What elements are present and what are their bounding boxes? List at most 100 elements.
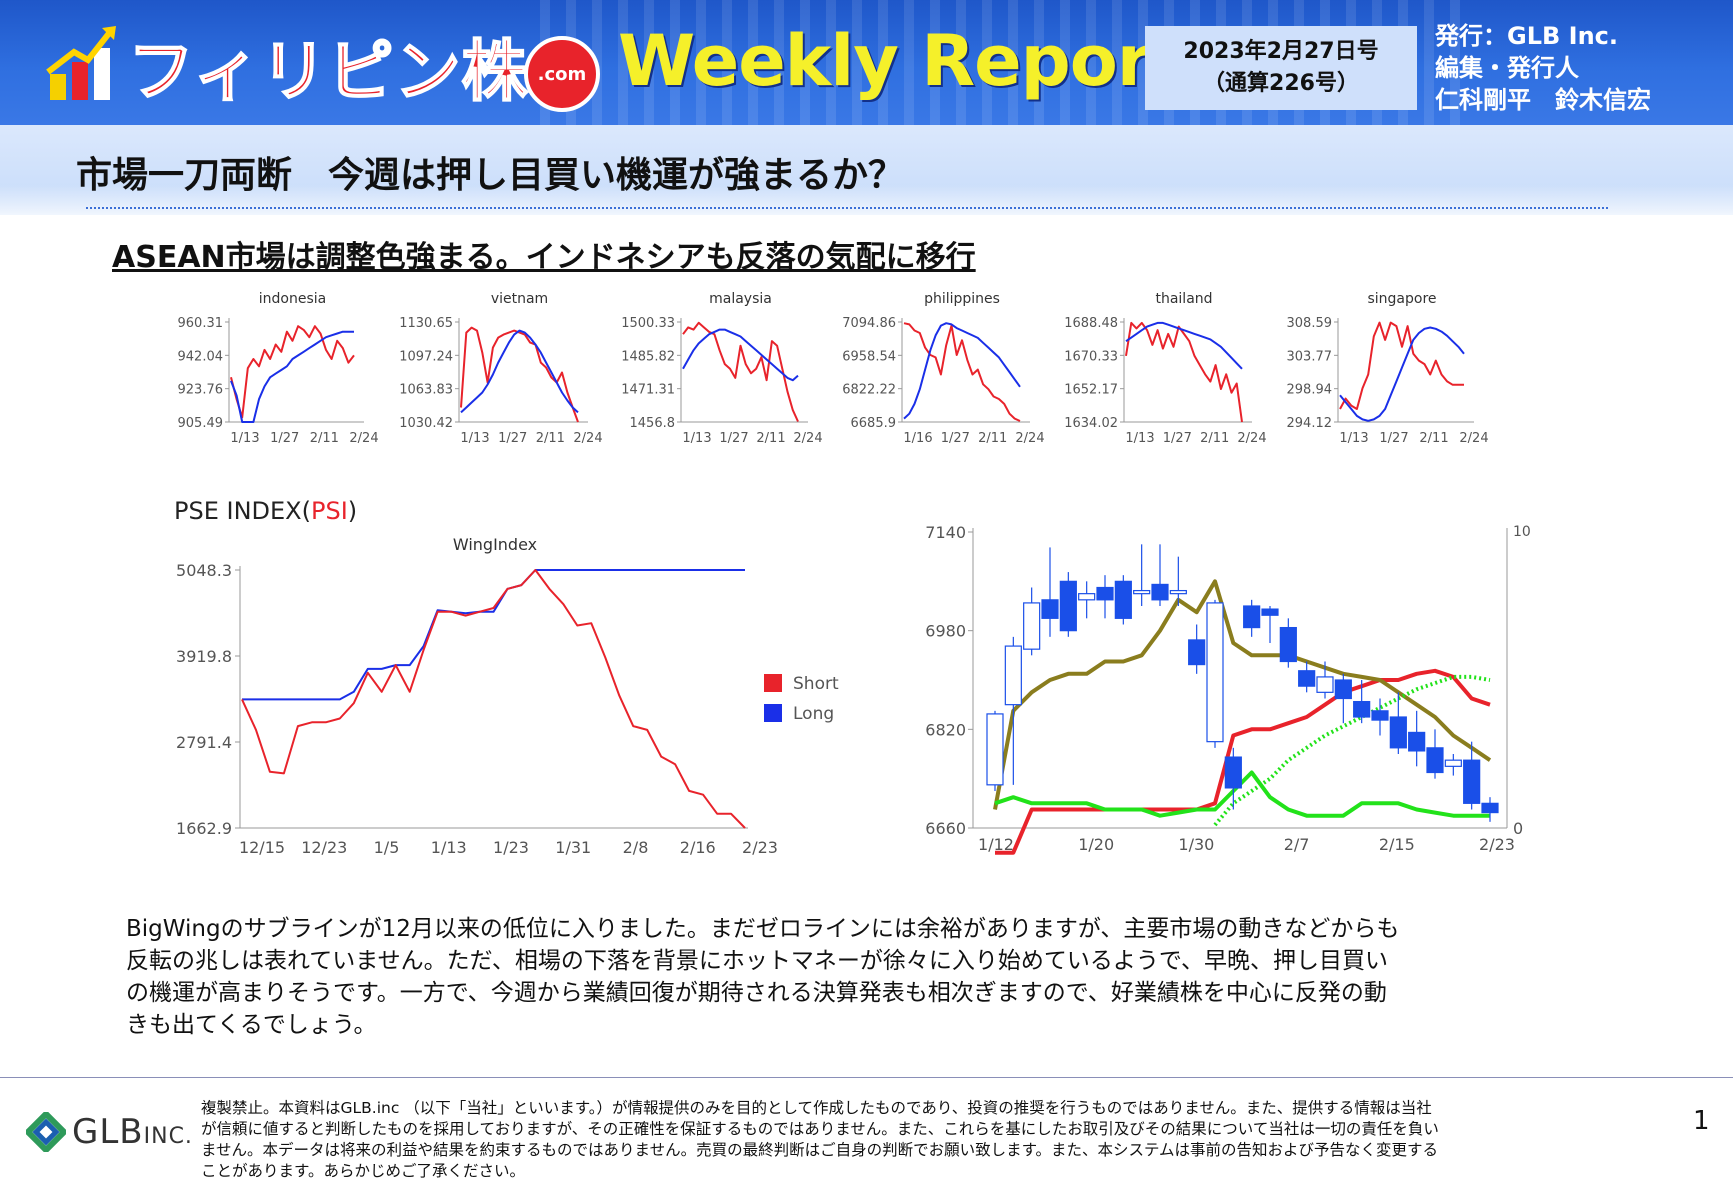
- mini-x-tick-label: 2/24: [1237, 431, 1266, 446]
- mini-series-line: [682, 328, 799, 382]
- mini-y-tick-label: 1670.33: [1064, 349, 1118, 364]
- mini-x-tick-label: 2/24: [1015, 431, 1044, 446]
- candle-x-tick-label: 1/20: [1078, 835, 1114, 854]
- candle-down: [1114, 580, 1132, 619]
- mini-y-tick-label: 1456.8: [630, 416, 676, 431]
- mini-y-tick-label: 6822.22: [842, 383, 896, 398]
- publisher-line: 発行：GLB Inc.: [1435, 22, 1618, 50]
- mini-x-tick-label: 2/24: [573, 431, 602, 446]
- mini-y-tick-label: 1130.65: [399, 316, 453, 331]
- pse-legend-swatch: [764, 704, 782, 722]
- mini-x-tick-label: 1/16: [903, 431, 932, 446]
- mini-y-tick-label: 1030.42: [399, 416, 453, 431]
- editor-names: 仁科剛平 鈴木信宏: [1435, 86, 1651, 114]
- pse-x-tick-label: 1/13: [431, 838, 467, 857]
- candle-up: [1023, 602, 1041, 650]
- pse-short-line: [241, 569, 746, 829]
- mini-y-tick-label: 1063.83: [399, 383, 453, 398]
- candle-up: [1004, 645, 1022, 706]
- mini-chart-title: indonesia: [259, 291, 326, 307]
- candle-x-tick-label: 2/23: [1479, 835, 1515, 854]
- mini-x-tick-label: 1/27: [719, 431, 748, 446]
- pse-x-tick-label: 12/23: [301, 838, 347, 857]
- brand-title: フィリピン株: [127, 32, 529, 111]
- candle-down: [1463, 759, 1481, 804]
- pse-title-part: PSE INDEX(: [174, 497, 311, 525]
- pse-title-part: PSI: [311, 497, 348, 525]
- mini-x-tick-label: 1/13: [1125, 431, 1154, 446]
- pse-y-tick-label: 1662.9: [176, 819, 232, 838]
- mini-y-tick-label: 6685.9: [851, 416, 897, 431]
- candle-x-tick-label: 2/15: [1379, 835, 1415, 854]
- candle-up: [1078, 593, 1096, 601]
- editor-line: 編集・発行人: [1435, 54, 1579, 82]
- mini-y-tick-label: 960.31: [178, 316, 224, 331]
- page-number: 1: [1693, 1106, 1710, 1136]
- mini-y-tick-label: 1485.82: [621, 349, 675, 364]
- mini-x-tick-label: 1/27: [1379, 431, 1408, 446]
- mini-x-tick-label: 1/27: [941, 431, 970, 446]
- pse-chart-title: PSE INDEX(PSI): [174, 497, 357, 525]
- candle-down: [1096, 586, 1114, 601]
- mini-y-tick-label: 294.12: [1287, 416, 1333, 431]
- mini-y-tick-label: 7094.86: [842, 316, 896, 331]
- section-subheadline: ASEAN市場は調整色強まる。インドネシアも反落の気配に移行: [112, 240, 976, 275]
- mini-series-line: [230, 325, 355, 419]
- header-banner: フィリピン株 .com Weekly Report 2023年2月27日号 （通…: [0, 0, 1733, 125]
- dotted-divider: [86, 207, 1608, 209]
- commentary-line: きも出てくるでしょう。: [126, 1012, 377, 1038]
- mini-y-tick-label: 1688.48: [1064, 316, 1118, 331]
- mini-y-tick-label: 1652.17: [1064, 383, 1118, 398]
- mini-y-tick-label: 308.59: [1287, 316, 1333, 331]
- mini-x-tick-label: 2/11: [1419, 431, 1448, 446]
- commentary-line: BigWingのサブラインが12月以来の低位に入りました。まだゼロラインには余裕…: [126, 916, 1400, 942]
- mini-x-tick-label: 1/13: [230, 431, 259, 446]
- disclaimer: 複製禁止。本資料はGLB.inc （以下「当社」といいます。）が情報提供のみを目…: [201, 1098, 1631, 1182]
- candle-down: [1188, 639, 1206, 666]
- mini-x-tick-label: 1/27: [498, 431, 527, 446]
- candle-up: [1444, 759, 1462, 767]
- pse-x-tick-label: 1/31: [555, 838, 591, 857]
- mini-y-tick-label: 6958.54: [842, 349, 896, 364]
- mini-x-tick-label: 2/11: [756, 431, 785, 446]
- mini-series-line: [1125, 321, 1243, 370]
- mini-y-tick-label: 1097.24: [399, 349, 453, 364]
- candle-right-tick-label: 0: [1513, 819, 1523, 838]
- disclaimer-line: 複製禁止。本資料はGLB.inc （以下「当社」といいます。）が情報提供のみを目…: [201, 1099, 1432, 1117]
- candle-up: [986, 713, 1004, 786]
- candle-down: [1041, 599, 1059, 619]
- disclaimer-line: ません。本データは将来の利益や結果を約束するものではありません。売買の最終判断は…: [201, 1141, 1439, 1159]
- pse-y-tick-label: 2791.4: [176, 733, 232, 752]
- candle-y-tick-label: 6820: [925, 720, 966, 739]
- candle-down: [1279, 626, 1297, 663]
- candle-y-tick-label: 6660: [925, 819, 966, 838]
- commentary-paragraph: BigWingのサブラインが12月以来の低位に入りました。まだゼロラインには余裕…: [126, 913, 1616, 1041]
- mini-y-tick-label: 1471.31: [621, 383, 675, 398]
- rising-bars-logo-icon: [46, 26, 116, 100]
- ichimoku-line: [995, 668, 1491, 855]
- mini-y-tick-label: 303.77: [1287, 349, 1333, 364]
- mini-x-tick-label: 2/24: [349, 431, 378, 446]
- candle-down: [1261, 608, 1279, 616]
- cloud-span-line: [1213, 674, 1491, 827]
- candle-up: [1206, 602, 1224, 743]
- candle-right-tick-label: 10: [1513, 524, 1531, 540]
- issue-date-box: 2023年2月27日号 （通算226号）: [1145, 26, 1417, 110]
- mini-y-tick-label: 905.49: [178, 416, 224, 431]
- candle-x-tick-label: 1/30: [1178, 835, 1214, 854]
- glb-logo: GLBINC.: [26, 1112, 193, 1152]
- issue-number: （通算226号）: [1203, 71, 1359, 96]
- mini-chart-title: malaysia: [709, 291, 772, 307]
- pse-y-tick-label: 5048.3: [176, 561, 232, 580]
- candle-down: [1426, 747, 1444, 774]
- pse-legend-swatch: [764, 674, 782, 692]
- disclaimer-line: が信頼に値すると判断したものを採用しておりますが、その正確性を保証するものではあ…: [201, 1120, 1439, 1138]
- mini-x-tick-label: 1/27: [1163, 431, 1192, 446]
- mini-x-tick-label: 2/11: [978, 431, 1007, 446]
- mini-series-line: [230, 330, 354, 423]
- mini-x-tick-label: 2/24: [1459, 431, 1488, 446]
- ichimoku-line: [994, 770, 1490, 818]
- charts-area: indonesia 960.31 942.04 923.76 905.49 1/13 1/2…: [174, 291, 1531, 857]
- disclaimer-line: ことがあります。あらかじめご了承ください。: [201, 1162, 525, 1180]
- candle-down: [1298, 670, 1316, 687]
